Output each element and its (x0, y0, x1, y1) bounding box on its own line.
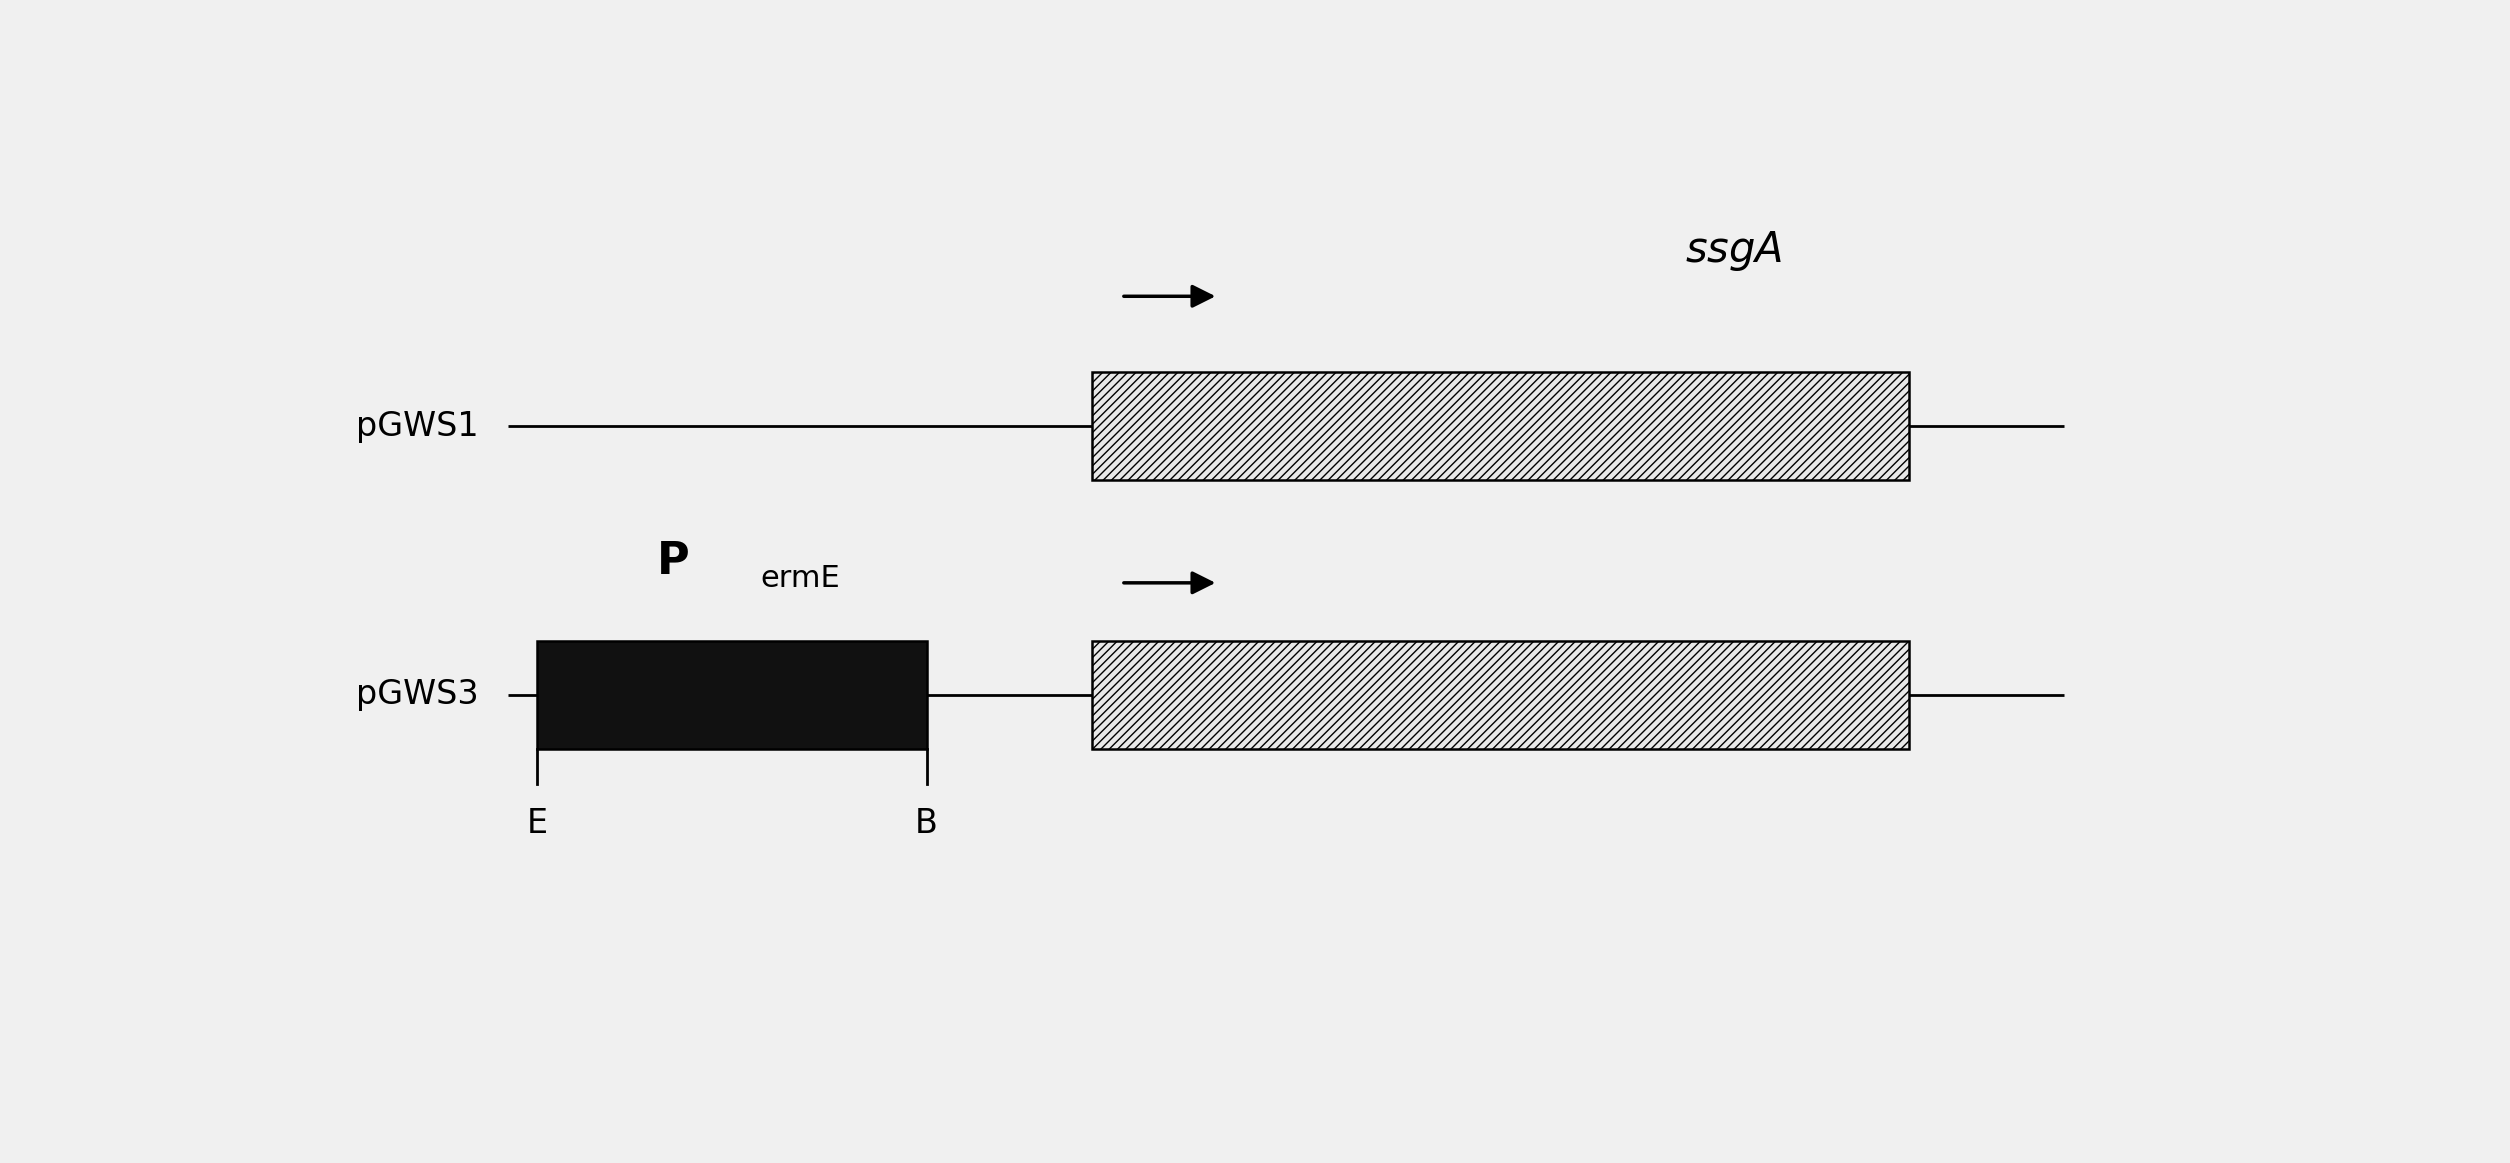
Text: pGWS1: pGWS1 (356, 409, 479, 443)
Text: E: E (527, 807, 547, 840)
Bar (537, 641, 926, 749)
Bar (1092, 372, 1910, 480)
Text: $\mathit{ssgA}$: $\mathit{ssgA}$ (1684, 229, 1782, 273)
Text: P: P (658, 540, 690, 583)
Bar (1092, 641, 1910, 749)
Text: ermE: ermE (761, 564, 841, 593)
Text: pGWS3: pGWS3 (356, 678, 479, 712)
Text: B: B (916, 807, 939, 840)
